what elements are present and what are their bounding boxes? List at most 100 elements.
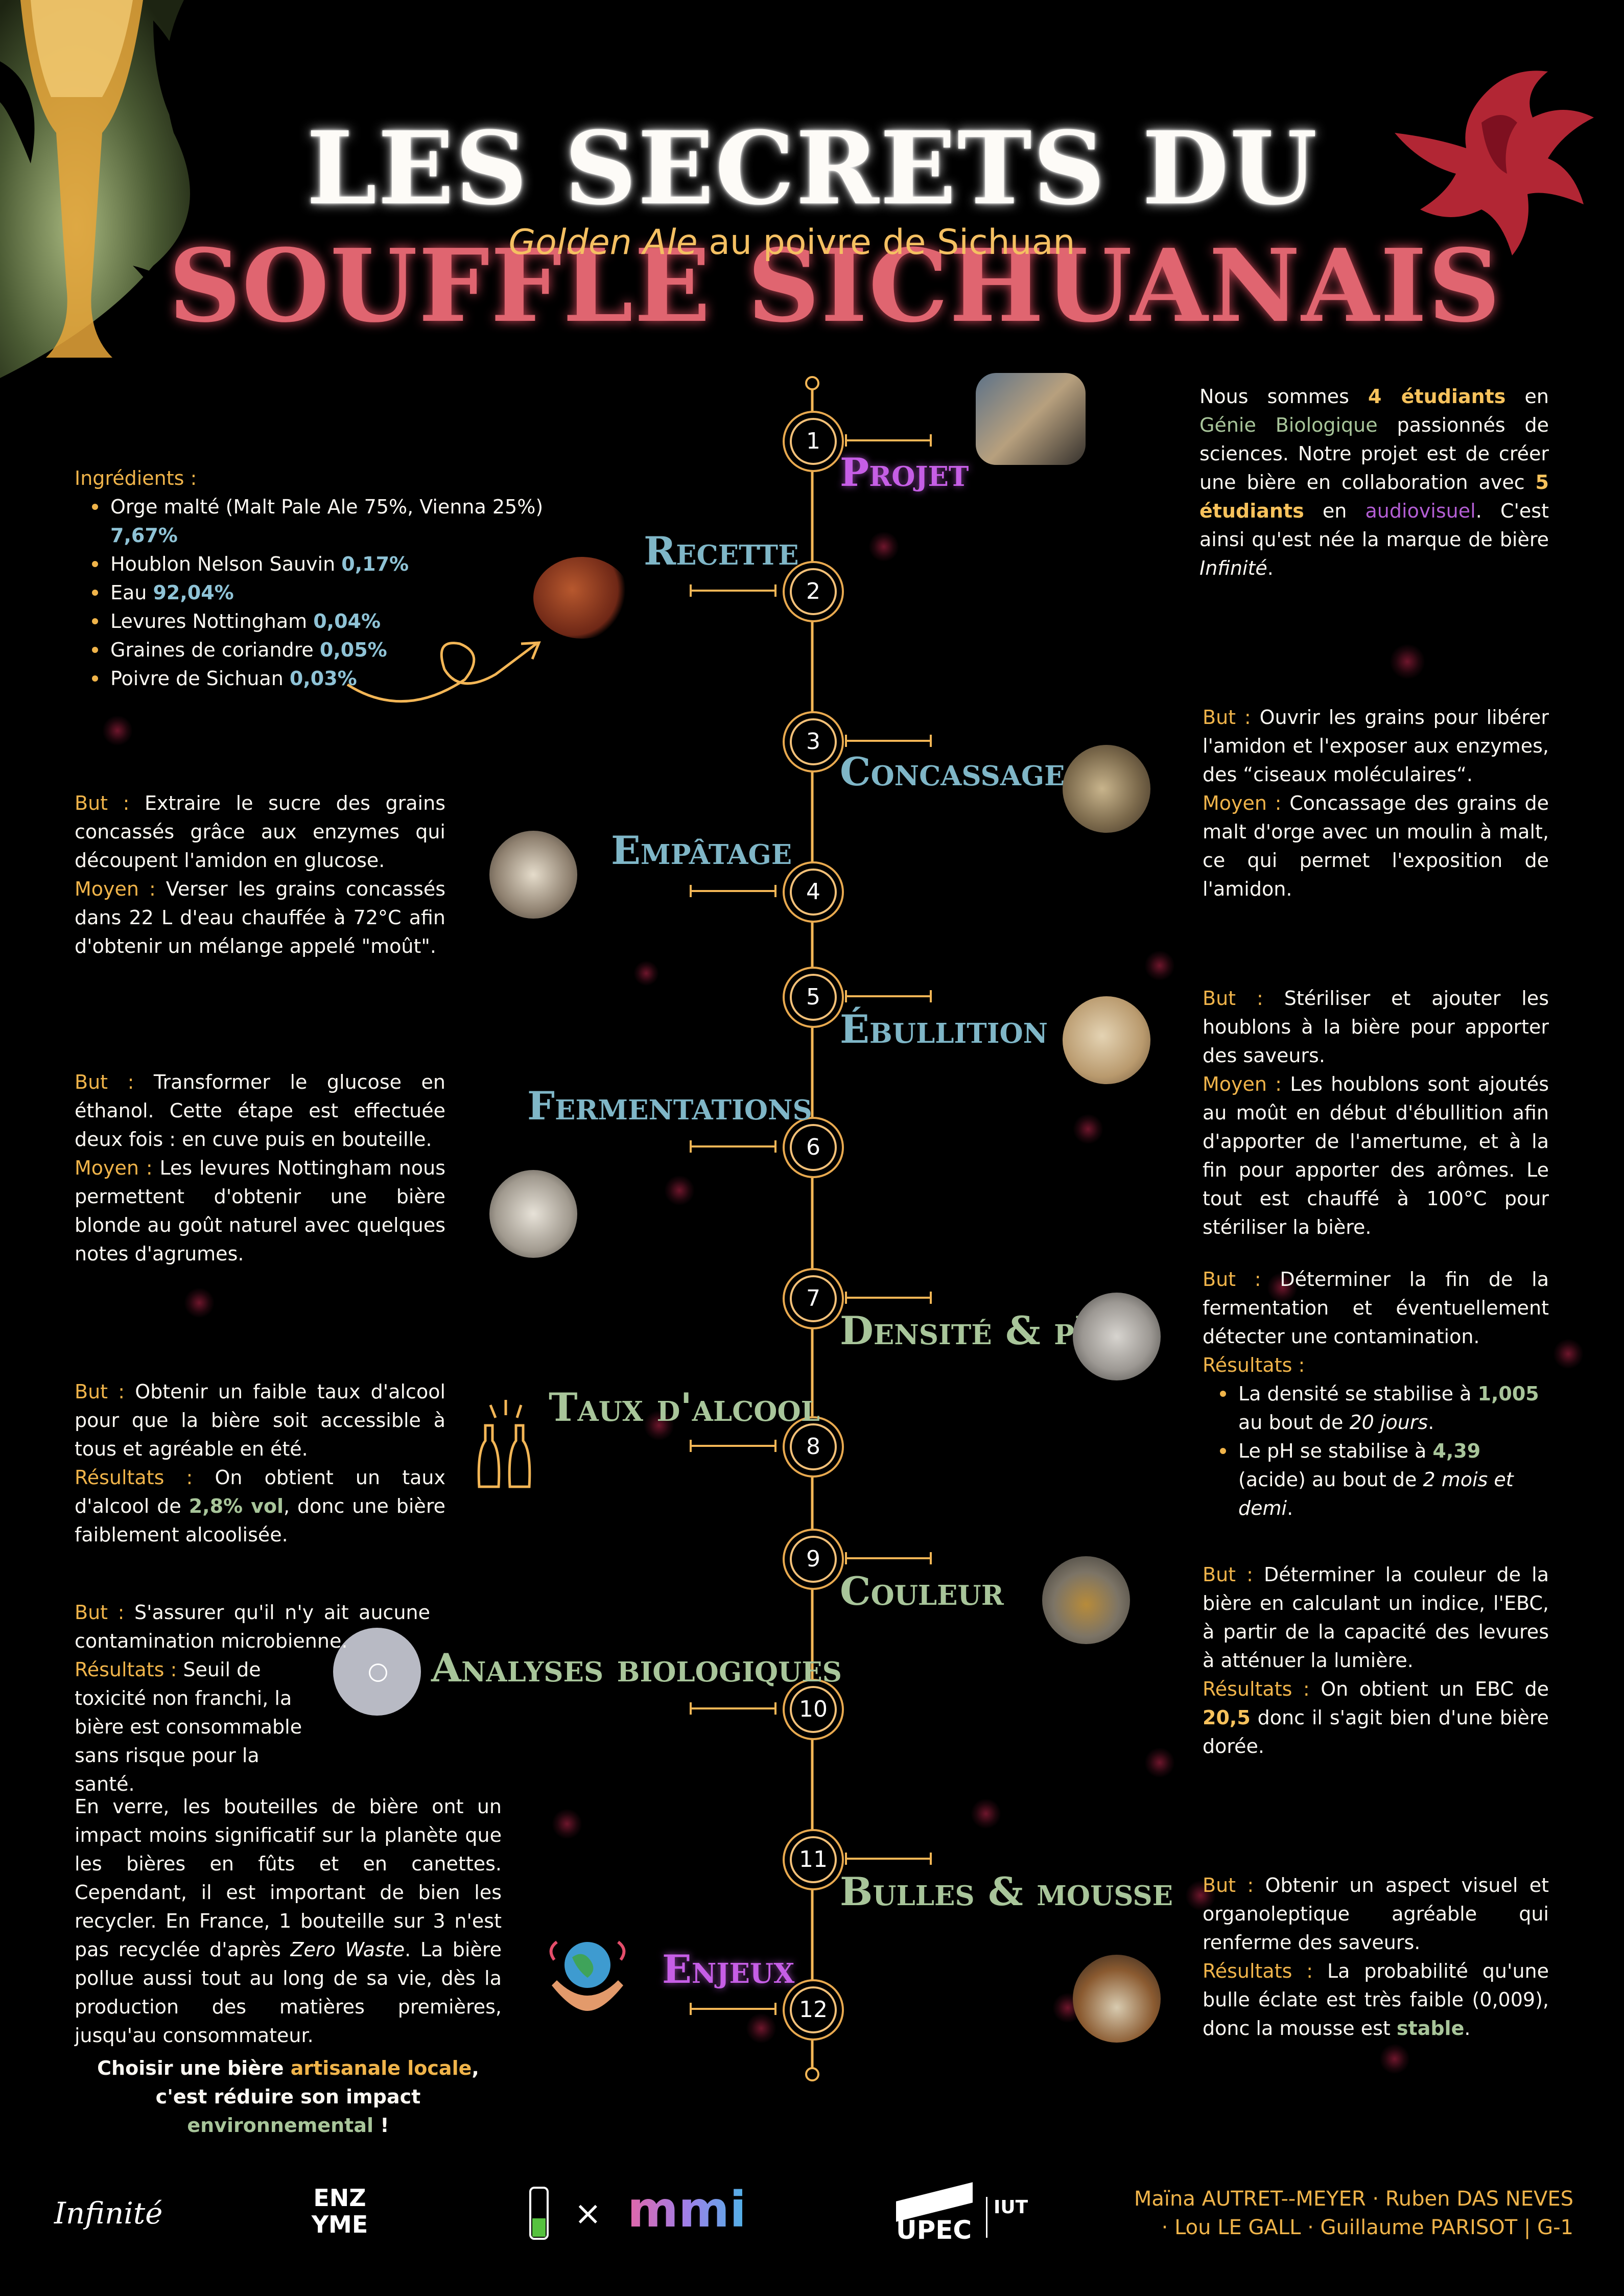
students-photo: [976, 373, 1086, 465]
text: Transformer le glucose en éthanol. Cette…: [75, 1071, 445, 1151]
step-number-6: 6: [790, 1124, 837, 1171]
background-glow: [971, 1798, 1001, 1829]
logo-enzyme-text: ENZ YME: [311, 2184, 368, 2238]
text: .: [1428, 1411, 1434, 1434]
moyen-label: Moyen :: [1203, 1073, 1282, 1095]
concassage-text: But : Ouvrir les grains pour libérer l'a…: [1203, 703, 1549, 903]
highlight: 5 étudiants: [1199, 471, 1549, 522]
logo-mmi: mmi: [627, 2182, 760, 2243]
highlight: Génie Biologique: [1199, 414, 1378, 436]
section-title-bulles: Bulles & mousse: [840, 1869, 1173, 1914]
results-list: La densité se stabilise à 1,005 au bout …: [1203, 1379, 1549, 1522]
text: Obtenir un aspect visuel et organoleptiq…: [1203, 1874, 1549, 1954]
list-item: La densité se stabilise à 1,005 au bout …: [1220, 1379, 1549, 1437]
times-sign: ×: [574, 2195, 602, 2233]
bacteria-icon: [369, 1664, 387, 1682]
crushed-grain-photo: [1063, 745, 1150, 833]
list-item: Graines de coriandre 0,05%: [92, 636, 585, 664]
logo-infinite-text: Infinité: [54, 2196, 163, 2231]
peppercorn-image: [533, 557, 630, 639]
alcool-text: But : Obtenir un faible taux d'alcool po…: [75, 1377, 445, 1549]
source-name: Zero Waste: [290, 1938, 405, 1961]
curved-arrow-icon: [346, 641, 541, 703]
connector: [690, 584, 776, 597]
value: 0,05%: [319, 639, 387, 661]
value: 0,04%: [313, 610, 381, 632]
highlight: audiovisuel: [1365, 500, 1476, 522]
but-label: But :: [1203, 1874, 1254, 1896]
text: .: [1464, 2017, 1471, 2040]
list-item: Eau 92,04%: [92, 578, 585, 607]
text: Les levures Nottingham nous permettent d…: [75, 1157, 445, 1265]
step-number-2: 2: [790, 568, 837, 615]
color-measure-photo: [1042, 1556, 1130, 1644]
but-label: But :: [75, 1601, 125, 1624]
background-glow: [868, 531, 899, 562]
section-title-ebullition: Ébullition: [840, 1006, 1048, 1052]
background-glow: [1379, 2044, 1410, 2074]
text: (acide) au bout de: [1238, 1468, 1423, 1491]
ebullition-text: But : Stériliser et ajouter les houblons…: [1203, 984, 1549, 1241]
beer-bottles-icon: [470, 1395, 542, 1492]
but-label: But :: [75, 1380, 125, 1403]
logo-iut: IUT: [986, 2197, 1055, 2238]
step-number-4: 4: [790, 869, 837, 916]
microscope-icon: [333, 1628, 421, 1716]
text: Seuil de toxicité non franchi, la bière …: [75, 1658, 302, 1795]
text: Stériliser et ajouter les houblons à la …: [1203, 987, 1549, 1067]
value: 20,5: [1203, 1706, 1251, 1729]
but-label: But :: [1203, 1268, 1261, 1291]
beer-glass-photo: [0, 0, 225, 378]
text: Choisir une bière: [97, 2057, 291, 2079]
background-glow: [1144, 950, 1175, 981]
but-label: But :: [75, 792, 130, 814]
step-number-1: 1: [790, 418, 837, 465]
duration: 20 jours: [1349, 1411, 1428, 1434]
text: , donc une bière faiblement alcoolisée.: [75, 1495, 445, 1546]
text: en: [1505, 385, 1549, 408]
section-title-alcool: Taux d'alcool: [549, 1385, 820, 1430]
background-glow: [1144, 1747, 1175, 1778]
bulles-text: But : Obtenir un aspect visuel et organo…: [1203, 1871, 1549, 2043]
text: Déterminer la couleur de la bière en cal…: [1203, 1563, 1549, 1672]
value: 92,04%: [153, 581, 234, 604]
earth-hands-icon: [542, 1929, 633, 2021]
text: .: [1267, 557, 1274, 579]
logo-mmi-text: mmi: [627, 2181, 746, 2238]
value: 0,03%: [289, 667, 357, 690]
text: Ouvrir les grains pour libérer l'amidon …: [1203, 706, 1549, 786]
title-part-red: SOUFFLE SICHUANAIS: [169, 227, 1501, 345]
text: en: [1304, 500, 1366, 522]
text: donc il s'agit bien d'une bière dorée.: [1203, 1706, 1549, 1758]
step-number-5: 5: [790, 974, 837, 1021]
connector: [690, 2003, 776, 2015]
step-number-11: 11: [790, 1836, 837, 1883]
text: .: [1287, 1497, 1293, 1519]
section-title-concassage: Concassage: [840, 749, 1065, 794]
text: Eau: [110, 581, 153, 604]
value: 1,005: [1477, 1383, 1539, 1405]
text: Nous sommes: [1199, 385, 1369, 408]
connector: [690, 885, 776, 897]
subtitle-style: Golden Ale: [508, 222, 698, 263]
text: Le pH se stabilise à: [1238, 1440, 1433, 1462]
section-title-enjeux: Enjeux: [662, 1947, 795, 1992]
background-glow: [1073, 1114, 1103, 1144]
subtitle-rest: au poivre de Sichuan: [709, 222, 1075, 263]
text: c'est réduire son impact: [155, 2086, 421, 2108]
duration: 2 mois et demi: [1238, 1468, 1514, 1519]
highlight: artisanale locale: [290, 2057, 472, 2079]
list-item: Levures Nottingham 0,04%: [92, 607, 585, 636]
but-label: But :: [1203, 706, 1251, 729]
text: La densité se stabilise à: [1238, 1383, 1478, 1405]
text: Obtenir un faible taux d'alcool pour que…: [75, 1380, 445, 1460]
results-label: Résultats :: [1203, 1354, 1305, 1376]
text: La probabilité qu'une bulle éclate est t…: [1203, 1960, 1549, 2040]
value: 2,8% vol: [189, 1495, 284, 1517]
list-item: Le pH se stabilise à 4,39 (acide) au bou…: [1220, 1437, 1549, 1522]
boiling-photo: [1063, 996, 1150, 1084]
but-label: But :: [1203, 987, 1263, 1010]
value: 7,67%: [110, 524, 178, 547]
text: On obtient un EBC de: [1309, 1678, 1549, 1700]
moyen-label: Moyen :: [75, 878, 156, 900]
